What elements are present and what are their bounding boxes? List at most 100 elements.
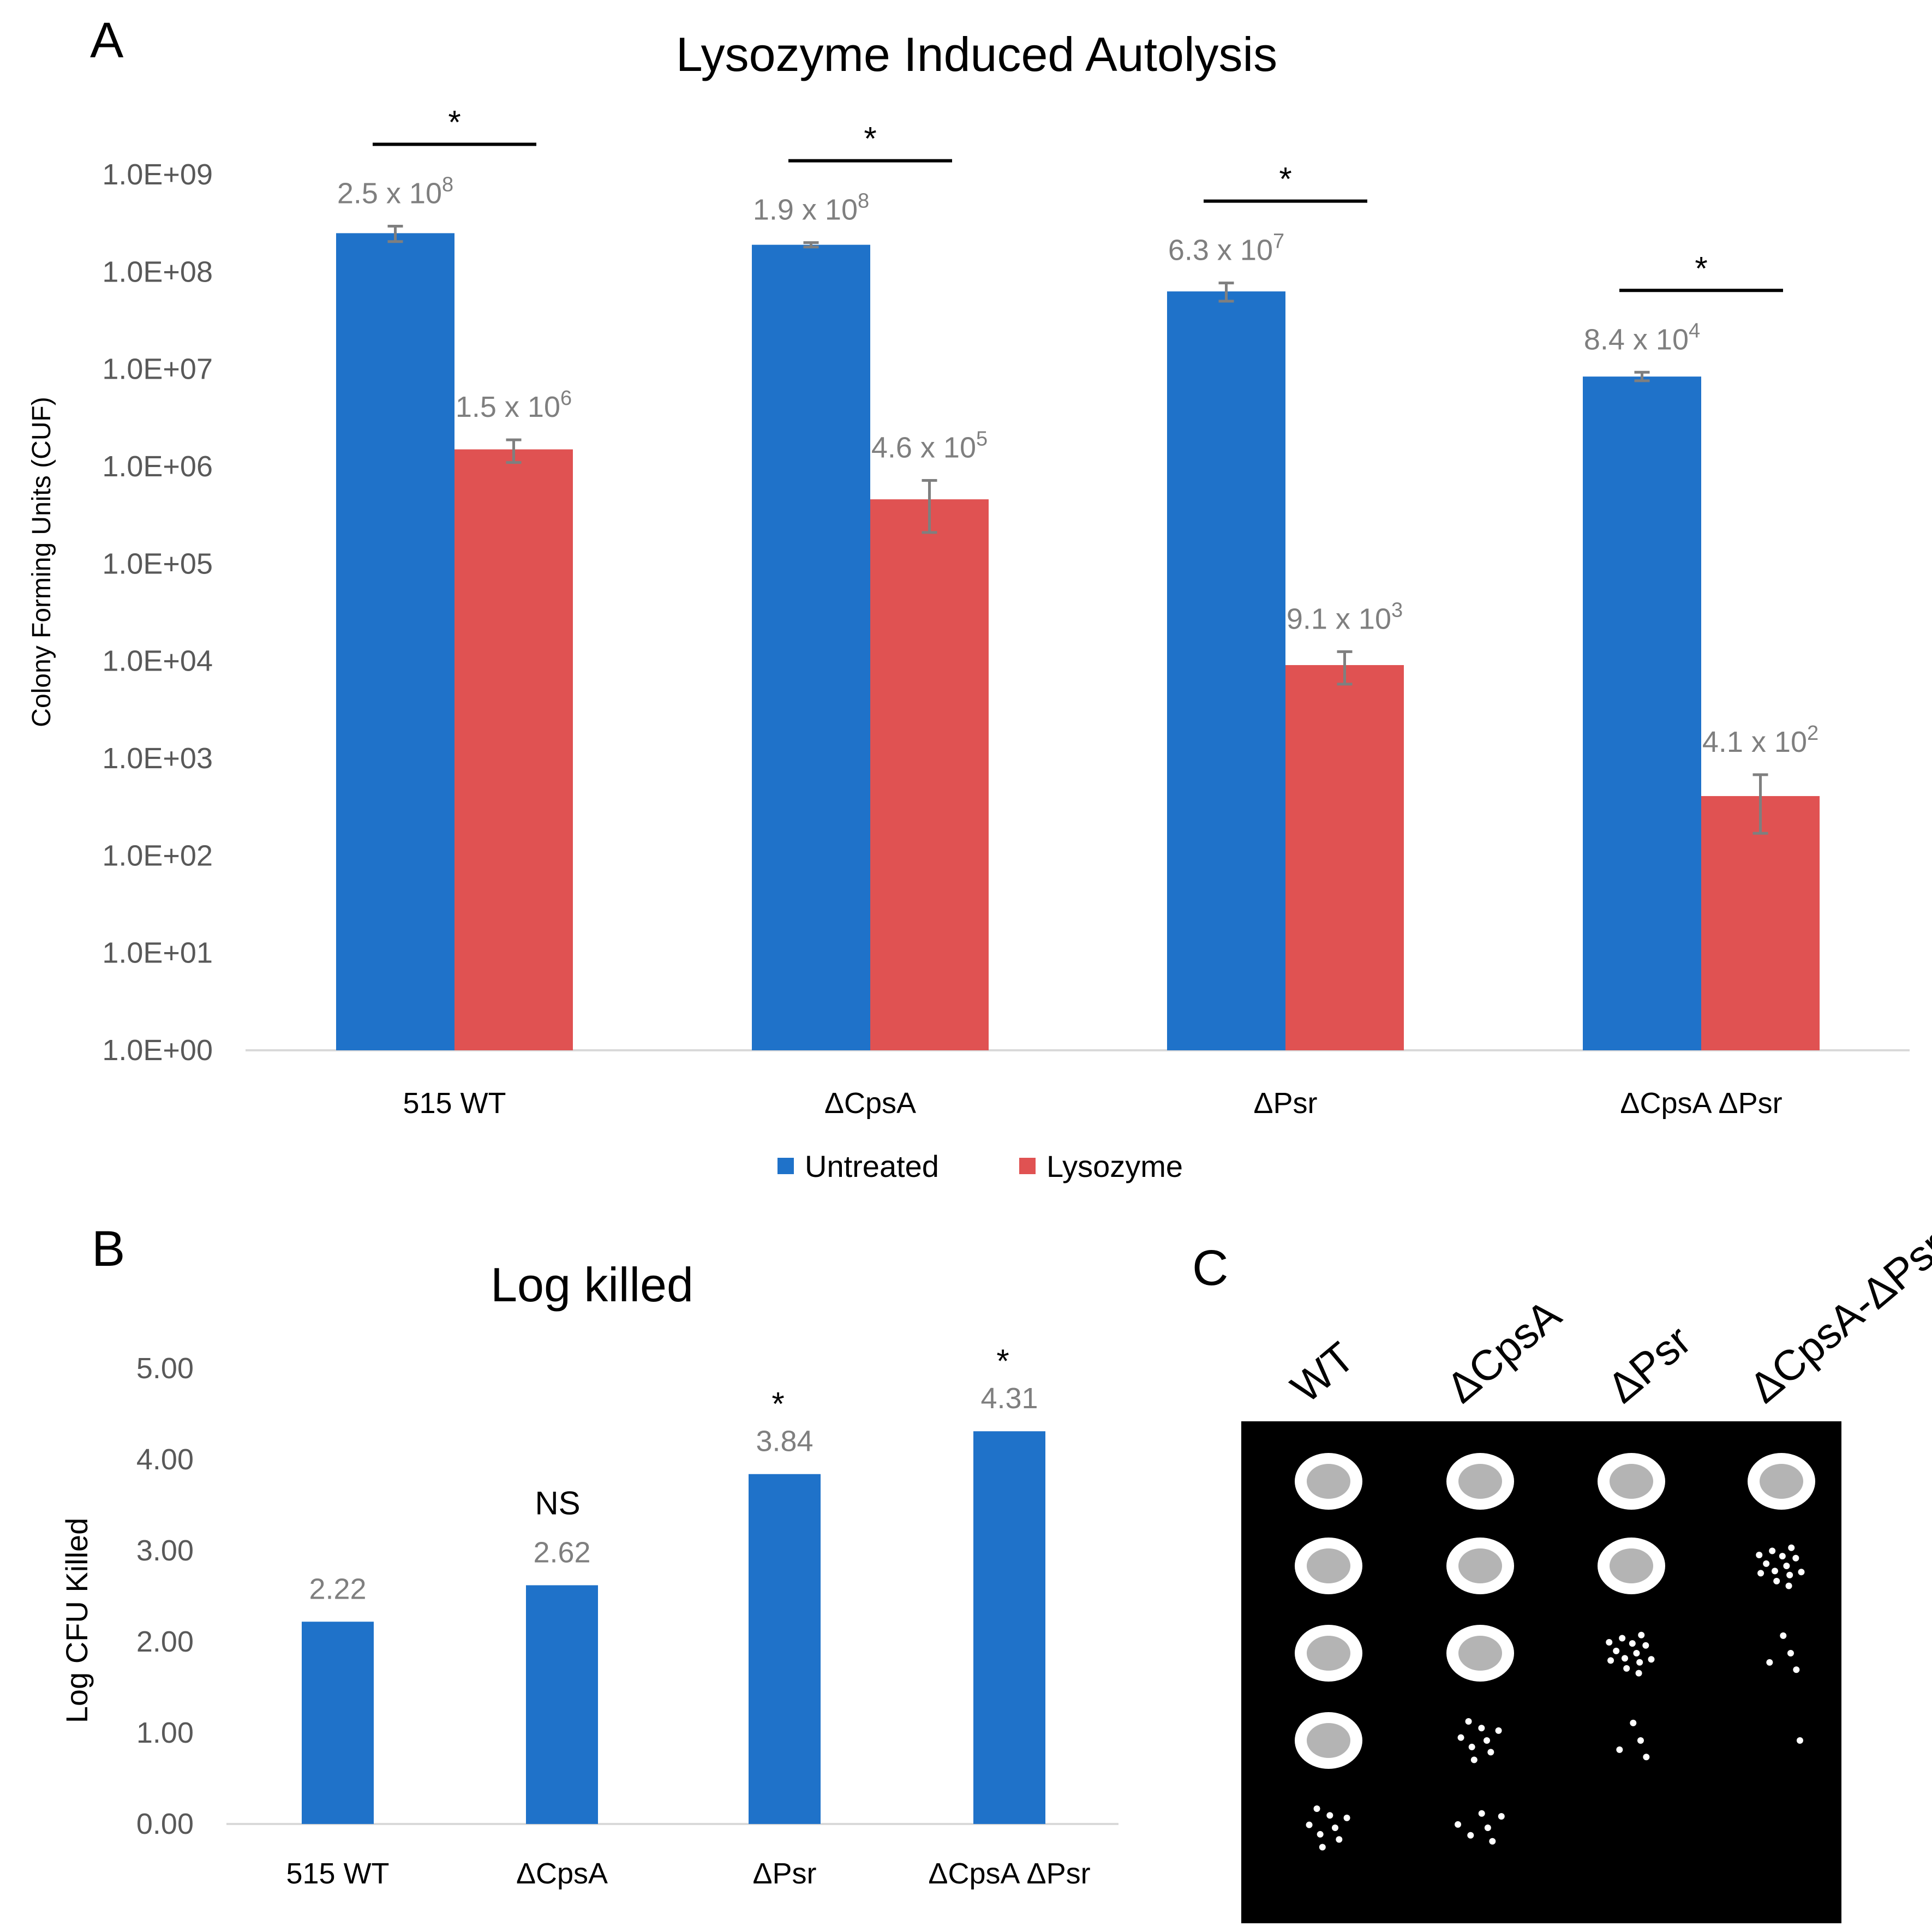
chart-a-category-label-cpsa-psr: ΔCpsA ΔPsr	[1620, 1087, 1782, 1120]
bacterial-colony-dot	[1636, 1659, 1643, 1666]
bacterial-colony-dot	[1637, 1737, 1644, 1744]
bacterial-colony-dot	[1792, 1554, 1799, 1562]
bar-untreated-cpsa	[752, 244, 870, 1050]
bacterial-spot-texture	[1458, 1548, 1502, 1583]
panel-b-log-killed-chart: B Log killed Log CFU Killed 0.00 1.00 2.00…	[59, 1221, 1118, 1890]
bar-log-killed-515-wt	[302, 1622, 374, 1824]
chart-b-category-label-cpsa-psr: ΔCpsA ΔPsr	[928, 1857, 1090, 1890]
bacterial-colony-dot	[1457, 1734, 1464, 1741]
bacterial-colony-dot	[1638, 1631, 1645, 1638]
bacterial-colony-dot	[1769, 1547, 1776, 1554]
bacterial-spot-texture	[1760, 1464, 1803, 1499]
bacterial-colony-dot	[1484, 1737, 1490, 1744]
data-label-untreated-515-wt: 2.5 x 108	[337, 174, 453, 210]
chart-a-y-tick-label: 1.0E+03	[102, 742, 213, 775]
bacterial-colony-dot	[1766, 1659, 1773, 1666]
bacterial-colony-dot	[1478, 1725, 1485, 1732]
chart-b-category-label-cpsa: ΔCpsA	[516, 1857, 608, 1890]
chart-a-category-label-psr: ΔPsr	[1253, 1087, 1317, 1120]
bacterial-spot-texture	[1307, 1464, 1350, 1499]
significance-marker-515-wt: *	[448, 104, 460, 141]
bacterial-colony-dot	[1607, 1657, 1614, 1664]
chart-a-y-tick-label: 1.0E+04	[102, 645, 213, 678]
chart-b-y-axis-label: Log CFU Killed	[59, 1518, 94, 1724]
legend-untreated-label: Untreated	[805, 1149, 939, 1183]
chart-b-y-tick-label: 1.00	[136, 1716, 194, 1749]
legend-untreated-swatch	[777, 1158, 794, 1174]
chart-a-y-tick-label: 1.0E+05	[102, 547, 213, 580]
bacterial-colony-dot	[1343, 1814, 1350, 1821]
bacterial-colony-dot	[1470, 1756, 1478, 1763]
chart-a-legend: Untreated Lysozyme	[777, 1149, 1183, 1183]
chart-a-y-axis-label: Colony Forming Units (CUF)	[27, 397, 56, 727]
bacterial-spot-texture	[1610, 1464, 1653, 1499]
bacterial-colony-dot	[1336, 1836, 1343, 1843]
bacterial-spot-texture	[1458, 1464, 1502, 1499]
bacterial-colony-dot	[1783, 1563, 1790, 1569]
bacterial-colony-dot	[1785, 1582, 1792, 1589]
bacterial-colony-dot	[1619, 1635, 1626, 1642]
bacterial-colony-dot	[1616, 1746, 1623, 1753]
panel-c-spot-assay: C WT ΔCpsA ΔPsr ΔCpsA-ΔPsr	[1192, 1222, 1932, 1923]
bacterial-colony-dot	[1495, 1727, 1502, 1734]
strain-label-cpsa: ΔCpsA	[1437, 1290, 1570, 1413]
bacterial-colony-dot	[1498, 1813, 1505, 1820]
bacterial-colony-dot	[1787, 1650, 1794, 1656]
significance-marker-b-cpsa-psr: *	[996, 1343, 1009, 1379]
data-label-untreated-cpsa-psr: 8.4 x 104	[1584, 319, 1700, 356]
chart-a-y-tick-label: 1.0E+08	[102, 255, 213, 288]
data-label-lysozyme-cpsa-psr: 4.1 x 102	[1702, 722, 1819, 758]
data-label-untreated-cpsa: 1.9 x 108	[753, 190, 869, 226]
significance-marker-psr: *	[1279, 161, 1291, 198]
bacterial-spot-texture	[1307, 1636, 1350, 1671]
chart-b-axis-group: 0.00 1.00 2.00 3.00 4.00 5.00	[136, 1352, 1118, 1840]
panel-c-letter: C	[1192, 1240, 1228, 1296]
bacterial-colony-dot	[1780, 1632, 1787, 1639]
chart-b-y-tick-label: 3.00	[136, 1534, 194, 1567]
bacterial-colony-dot	[1771, 1568, 1778, 1575]
chart-a-y-tick-label: 1.0E+01	[102, 937, 213, 970]
chart-a-category-labels-group: 515 WT ΔCpsA ΔPsr ΔCpsA ΔPsr	[403, 1087, 1782, 1120]
bacterial-colony-dot	[1756, 1551, 1763, 1558]
chart-a-y-tick-label: 1.0E+07	[102, 353, 213, 386]
bacterial-colony-dot	[1468, 1743, 1475, 1750]
chart-b-bars-group	[302, 1431, 1045, 1824]
bacterial-spot-texture	[1610, 1548, 1653, 1583]
panel-a-letter: A	[90, 13, 124, 68]
chart-a-significance-group: * * * *	[373, 104, 1783, 292]
data-label-untreated-psr: 6.3 x 107	[1168, 230, 1284, 267]
chart-a-y-tick-label: 1.0E+02	[102, 839, 213, 872]
panel-a-lysozyme-chart: A Lysozyme Induced Autolysis Colony Form…	[27, 13, 1910, 1183]
bacterial-colony-dot	[1629, 1640, 1636, 1647]
significance-marker-cpsa-psr: *	[1695, 250, 1707, 286]
chart-a-y-tick-label: 1.0E+09	[102, 158, 213, 191]
bacterial-colony-dot	[1467, 1832, 1474, 1839]
bacterial-colony-dot	[1635, 1670, 1642, 1677]
chart-a-y-tick-label: 1.0E+00	[102, 1034, 213, 1067]
chart-a-category-label-cpsa: ΔCpsA	[824, 1087, 916, 1120]
chart-a-y-tick-label: 1.0E+06	[102, 450, 213, 483]
bar-lysozyme-cpsa	[870, 499, 989, 1050]
bacterial-colony-dot	[1319, 1844, 1326, 1851]
chart-b-title: Log killed	[491, 1258, 693, 1312]
bacterial-colony-dot	[1623, 1665, 1630, 1672]
chart-b-category-label-psr: ΔPsr	[752, 1857, 816, 1890]
strain-label-wt: WT	[1282, 1333, 1363, 1412]
bar-log-killed-cpsa	[526, 1585, 598, 1824]
bar-log-killed-psr	[749, 1474, 821, 1824]
bacterial-colony-dot	[1779, 1553, 1786, 1560]
bacterial-colony-dot	[1648, 1656, 1655, 1663]
bacterial-colony-dot	[1786, 1571, 1793, 1578]
data-label-log-killed-515-wt: 2.22	[309, 1572, 366, 1605]
significance-marker-b-psr: *	[771, 1386, 784, 1422]
legend-lysozyme-label: Lysozyme	[1046, 1149, 1183, 1183]
chart-a-error-bars-group	[387, 225, 1768, 835]
chart-a-data-labels-group: 2.5 x 108 1.5 x 106 1.9 x 108 4.6 x 105 6.3 …	[337, 174, 1819, 758]
chart-b-y-tick-label: 2.00	[136, 1625, 194, 1658]
data-label-lysozyme-cpsa: 4.6 x 105	[871, 427, 988, 464]
chart-a-bars-group	[336, 233, 1820, 1050]
bacterial-spot-texture	[1307, 1548, 1350, 1583]
bacterial-colony-dot	[1788, 1544, 1795, 1551]
bacterial-colony-dot	[1487, 1749, 1494, 1756]
